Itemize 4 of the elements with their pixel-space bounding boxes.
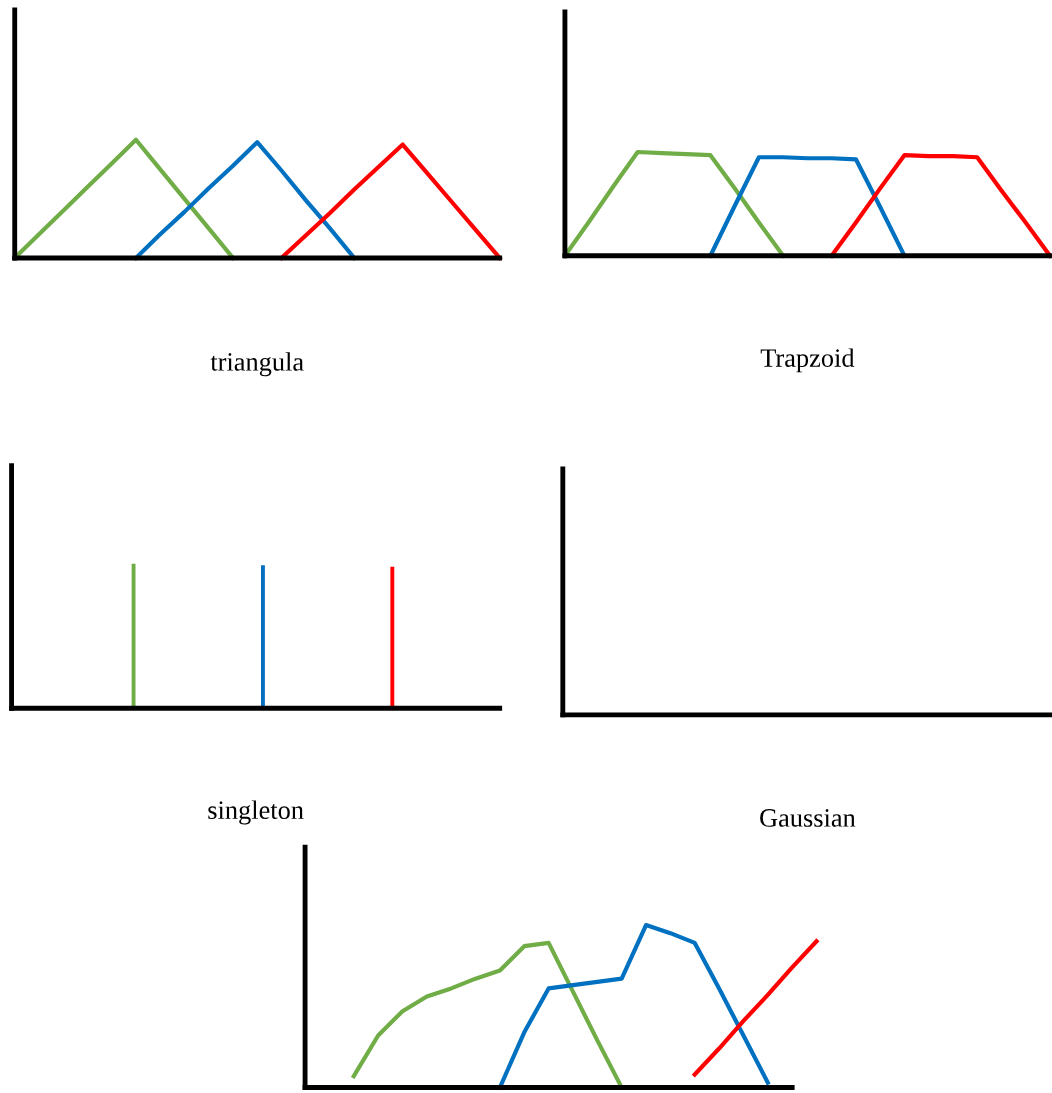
text: Trapzoid [760,348,855,373]
text: triangula [210,352,304,377]
text: singleton [208,800,304,825]
text: Gaussian [760,809,856,827]
